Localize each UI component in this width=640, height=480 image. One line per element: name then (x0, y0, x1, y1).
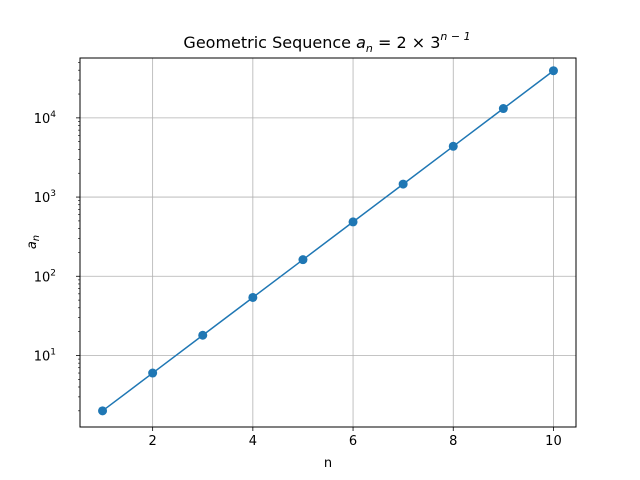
data-point (448, 141, 458, 151)
y-tick-label: 102 (34, 268, 56, 285)
x-tick-label: 8 (449, 434, 457, 449)
y-tick-label: 101 (34, 347, 56, 364)
data-point (148, 368, 158, 378)
data-markers (98, 66, 558, 416)
x-tick-label: 10 (545, 434, 562, 449)
y-axis-label: an (25, 235, 42, 249)
series-line (102, 70, 554, 412)
x-axis-label: n (324, 456, 332, 471)
x-tick-label: 4 (249, 434, 257, 449)
chart-title: Geometric Sequence an = 2 × 3n − 1 (183, 30, 470, 55)
data-point (498, 104, 508, 114)
data-point (548, 66, 558, 76)
data-point (398, 179, 408, 189)
y-tick-label: 103 (34, 189, 56, 206)
data-point (348, 217, 358, 227)
data-point (298, 255, 308, 265)
x-axis-ticks: 2 4 6 8 10 (149, 427, 562, 449)
grid (80, 58, 576, 427)
data-point (248, 292, 258, 302)
y-axis-ticks: 101 102 103 104 (34, 62, 80, 412)
x-tick-label: 2 (149, 434, 157, 449)
data-series (102, 70, 554, 412)
data-point (198, 330, 208, 340)
y-tick-label: 104 (34, 110, 57, 127)
x-tick-label: 6 (349, 434, 357, 449)
data-point (98, 406, 108, 416)
plot-frame (79, 57, 577, 428)
